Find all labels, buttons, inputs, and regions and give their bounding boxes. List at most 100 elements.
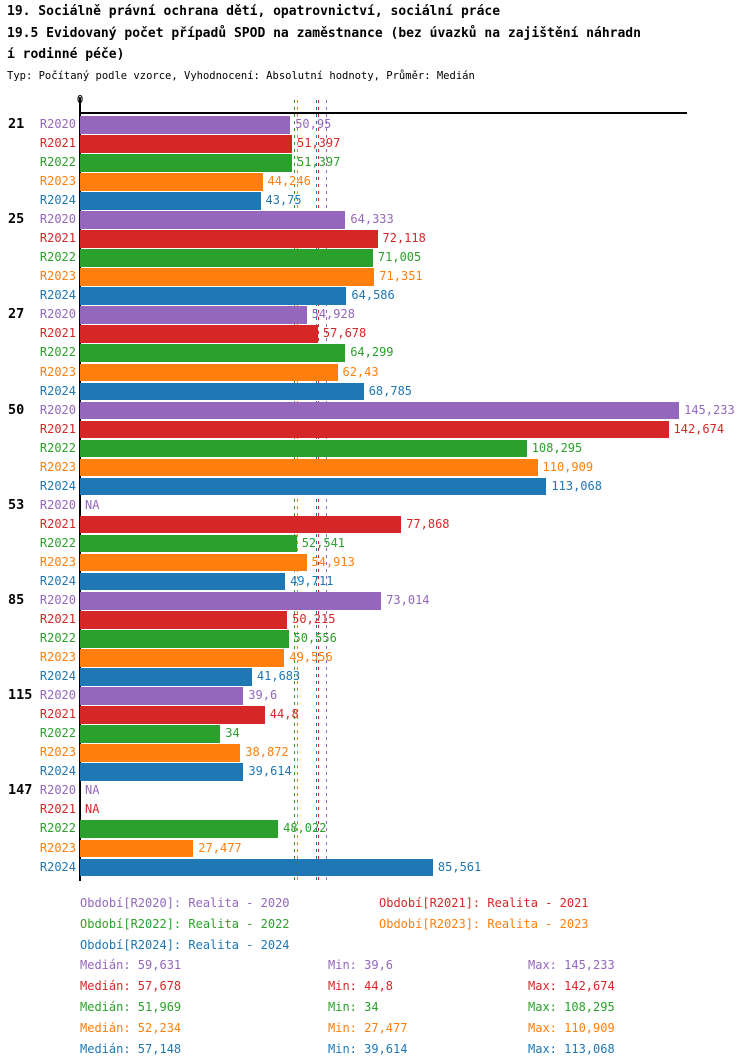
chart-subtitle-line2: í rodinné péče) xyxy=(7,47,125,62)
stat-max-r2024: Max: 113,068 xyxy=(528,1042,615,1056)
series-row-label-r2020: R2020 xyxy=(39,117,76,131)
stat-max-r2023: Max: 110,909 xyxy=(528,1021,615,1035)
stat-min-r2021: Min: 44,8 xyxy=(328,979,394,993)
series-row-label-r2024: R2024 xyxy=(39,573,76,588)
category-label-27: 27 xyxy=(8,306,25,323)
bar-value-label: 145,233 xyxy=(684,402,735,417)
series-row-label-r2021: R2021 xyxy=(39,421,76,436)
bar-value-label: 51,397 xyxy=(297,136,341,151)
bar-value-label: 85,561 xyxy=(437,859,482,874)
bar-r2022-group-25 xyxy=(80,249,373,267)
series-row-label-r2024: R2024 xyxy=(39,478,76,493)
bar-value-label: 108,295 xyxy=(531,440,583,455)
legend-item-r2022: Období[R2022]: Realita - 2022 xyxy=(80,917,290,931)
bar-value-label: 41,683 xyxy=(256,669,301,684)
stat-max-r2021: Max: 142,674 xyxy=(528,979,615,993)
series-row-label-r2023: R2023 xyxy=(39,364,76,379)
bar-value-label: 54,913 xyxy=(311,554,355,569)
bar-value-label: 49,711 xyxy=(290,573,334,588)
bar-value-label: 44,8 xyxy=(269,707,299,722)
series-row-label-r2021: R2021 xyxy=(39,136,76,151)
bar-value-label: 39,6 xyxy=(248,688,278,703)
stat-median-r2022: Medián: 51,969 xyxy=(80,1000,182,1014)
bar-r2023-group-115 xyxy=(80,744,241,762)
legend-item-r2023: Období[R2023]: Realita - 2023 xyxy=(379,917,589,931)
stat-min-r2022: Min: 34 xyxy=(328,1000,379,1014)
series-row-label-r2021: R2021 xyxy=(39,516,76,531)
bar-value-label: 43,75 xyxy=(265,193,302,208)
series-row-label-r2024: R2024 xyxy=(39,669,76,684)
series-row-label-r2022: R2022 xyxy=(39,250,76,265)
bar-r2024-group-27 xyxy=(80,382,364,401)
bar-value-label: 48,022 xyxy=(283,821,327,836)
category-label-53: 53 xyxy=(8,496,25,513)
legend-item-r2021: Období[R2021]: Realita - 2021 xyxy=(379,896,589,910)
bar-value-label: 113,068 xyxy=(551,478,602,493)
stat-median-r2021: Medián: 57,678 xyxy=(80,979,182,993)
bar-r2020-group-21 xyxy=(80,116,291,134)
bar-r2023-group-25 xyxy=(80,268,375,286)
stat-median-r2020: Medián: 59,631 xyxy=(80,958,182,972)
bar-r2022-group-147 xyxy=(80,820,279,838)
stat-max-r2022: Max: 108,295 xyxy=(528,1000,615,1014)
bar-na-label: NA xyxy=(85,802,100,817)
bar-r2020-group-27 xyxy=(80,306,307,324)
category-label-85: 85 xyxy=(8,592,25,608)
series-row-label-r2020: R2020 xyxy=(39,307,76,322)
bar-na-label: NA xyxy=(85,497,100,512)
series-row-label-r2023: R2023 xyxy=(39,840,76,855)
category-label-50: 50 xyxy=(8,401,25,418)
bar-na-label: NA xyxy=(85,783,100,798)
bar-value-label: 62,43 xyxy=(342,364,379,379)
bar-r2021-group-27 xyxy=(80,325,318,343)
legend-item-r2020: Období[R2020]: Realita - 2020 xyxy=(80,896,290,910)
bar-value-label: 72,118 xyxy=(382,231,426,246)
series-row-label-r2021: R2021 xyxy=(39,231,76,246)
stat-max-r2020: Max: 145,233 xyxy=(528,958,615,972)
series-row-label-r2022: R2022 xyxy=(39,631,76,646)
series-row-label-r2023: R2023 xyxy=(39,745,76,760)
bar-value-label: 64,299 xyxy=(350,345,394,360)
series-row-label-r2021: R2021 xyxy=(39,802,76,817)
bar-value-label: 54,928 xyxy=(311,307,355,322)
bar-value-label: 73,014 xyxy=(386,593,430,607)
chart-title: 19. Sociálně právní ochrana dětí, opatro… xyxy=(7,4,501,19)
category-label-25: 25 xyxy=(8,211,25,228)
stat-median-r2023: Medián: 52,234 xyxy=(80,1021,182,1035)
bar-r2022-group-53 xyxy=(80,534,297,553)
series-row-label-r2022: R2022 xyxy=(39,821,76,836)
bar-value-label: 64,333 xyxy=(350,212,394,227)
series-row-label-r2023: R2023 xyxy=(39,650,76,665)
bar-r2024-group-85 xyxy=(80,668,252,686)
series-row-label-r2023: R2023 xyxy=(39,174,76,189)
series-row-label-r2020: R2020 xyxy=(39,593,76,607)
bar-r2023-group-85 xyxy=(80,649,285,667)
bar-value-label: 71,005 xyxy=(377,250,422,265)
bar-r2023-group-50 xyxy=(80,458,538,477)
series-row-label-r2022: R2022 xyxy=(39,726,76,741)
bar-value-label: 68,785 xyxy=(368,383,413,398)
bar-value-label: 57,678 xyxy=(322,326,367,341)
bar-value-label: 39,614 xyxy=(248,764,292,779)
series-row-label-r2021: R2021 xyxy=(39,326,76,341)
bar-r2023-group-147 xyxy=(80,839,194,858)
bar-value-label: 50,556 xyxy=(293,631,337,646)
bar-value-label: 34 xyxy=(225,726,240,741)
series-row-label-r2023: R2023 xyxy=(39,269,76,284)
bar-value-label: 38,872 xyxy=(245,745,289,760)
series-row-label-r2022: R2022 xyxy=(39,155,76,170)
bar-r2022-group-85 xyxy=(80,630,289,648)
bar-value-label: 52,541 xyxy=(301,535,346,550)
bar-r2021-group-25 xyxy=(80,230,378,248)
series-row-label-r2020: R2020 xyxy=(39,688,76,703)
bar-r2024-group-115 xyxy=(80,763,244,781)
bar-value-label: 50,95 xyxy=(295,117,332,131)
bar-r2023-group-27 xyxy=(80,363,338,382)
bar-r2022-group-50 xyxy=(80,439,527,458)
stat-min-r2023: Min: 27,477 xyxy=(328,1021,408,1035)
bar-value-label: 77,868 xyxy=(406,516,450,531)
series-row-label-r2020: R2020 xyxy=(39,212,76,227)
category-label-147: 147 xyxy=(8,782,33,799)
bar-r2021-group-50 xyxy=(80,420,669,439)
bar-r2020-group-115 xyxy=(80,687,244,705)
